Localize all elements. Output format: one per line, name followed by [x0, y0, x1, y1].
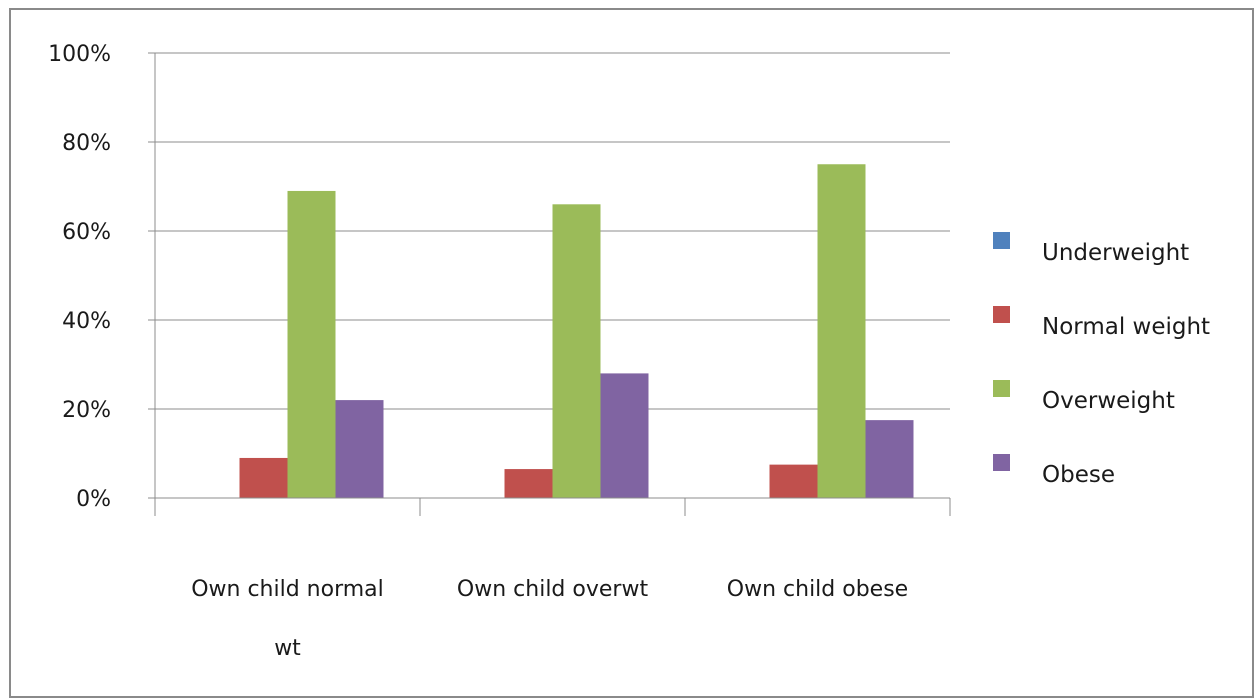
category-labels: Own child normal wt Own child overwt Own ch… [191, 577, 908, 661]
bar-obese [335, 400, 384, 498]
legend-swatch-normal-weight [993, 306, 1010, 323]
category-label: Own child normal [191, 577, 384, 602]
legend-swatch-underweight [993, 232, 1010, 249]
y-tick-labels: 0% 20% 40% 60% 80% 100% [48, 42, 111, 512]
category-label: Own child obese [727, 577, 908, 602]
bar-obese [600, 373, 649, 498]
category-label: wt [274, 636, 301, 661]
y-tick-label: 80% [62, 131, 111, 156]
legend-label: Normal weight [1042, 314, 1210, 340]
bar-normal-weight [769, 464, 818, 498]
legend-swatch-obese [993, 454, 1010, 471]
legend: Underweight Normal weight Overweight Obese [993, 232, 1210, 488]
bar-normal-weight [239, 457, 288, 498]
axes [148, 52, 951, 516]
legend-swatch-overweight [993, 380, 1010, 397]
legend-label: Obese [1042, 462, 1115, 488]
legend-label: Overweight [1042, 388, 1175, 414]
chart-frame: 0% 20% 40% 60% 80% 100% Own child normal wt Own… [9, 8, 1254, 698]
legend-label: Underweight [1042, 240, 1189, 266]
bar-obese [865, 420, 914, 498]
bar-overweight [287, 190, 336, 498]
y-tick-label: 40% [62, 309, 111, 334]
y-tick-label: 20% [62, 398, 111, 423]
bar-chart: 0%20%40%60%80%100% Own child normalwtOwn… [48, 42, 1210, 661]
bar-overweight [552, 204, 601, 499]
bar-overweight [817, 164, 866, 498]
y-tick-label: 0% [76, 487, 111, 512]
category-label: Own child overwt [457, 577, 649, 602]
bar-normal-weight [504, 469, 553, 498]
y-tick-label: 60% [62, 220, 111, 245]
bars [239, 164, 914, 499]
y-tick-label: 100% [48, 42, 111, 67]
